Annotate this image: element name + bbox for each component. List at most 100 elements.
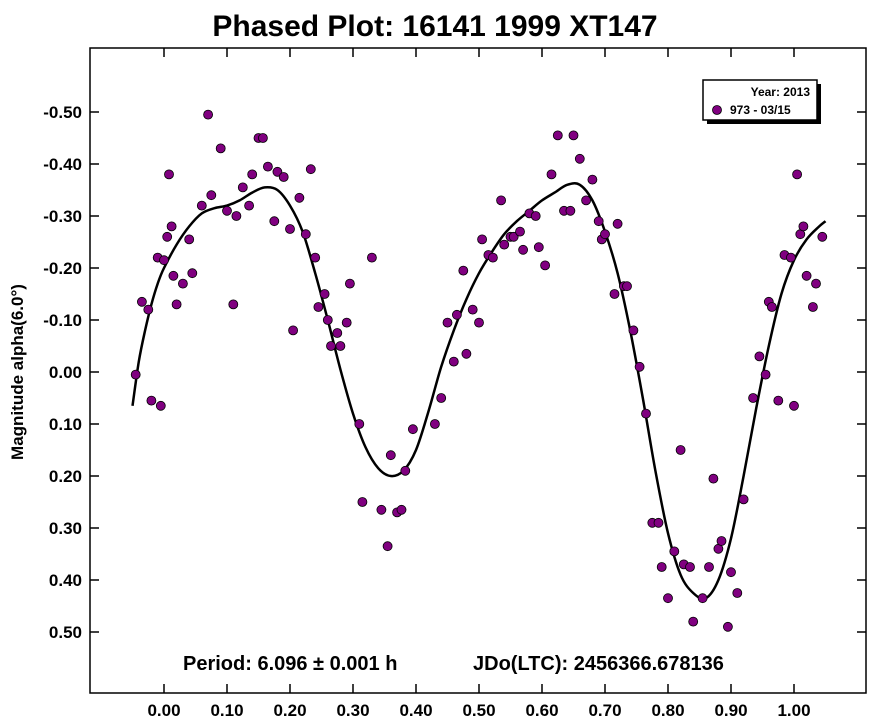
y-axis: -0.50 -0.40 -0.30 -0.20 -0.10 0.00 0.10 0.20 0.3…	[43, 103, 866, 642]
y-tick-label: 0.30	[49, 519, 82, 538]
data-point	[634, 361, 645, 372]
x-tick-label: 0.10	[210, 701, 243, 720]
data-point	[429, 419, 440, 429]
y-axis-label: Magnitude alpha(6.0°)	[8, 284, 27, 460]
data-point	[496, 195, 507, 206]
data-point	[530, 211, 541, 221]
x-tick-label: 0.50	[462, 701, 495, 720]
data-point	[622, 281, 632, 292]
data-point	[262, 161, 273, 172]
data-point	[811, 278, 821, 289]
data-point	[143, 304, 154, 315]
data-point	[798, 221, 809, 232]
plot-frame	[89, 47, 867, 694]
data-point	[272, 166, 283, 177]
data-point	[467, 304, 478, 315]
data-point	[171, 299, 182, 310]
data-point	[196, 200, 207, 211]
x-tick-label: 0.00	[147, 701, 180, 720]
data-point	[215, 143, 226, 154]
x-tick-label: 0.20	[273, 701, 306, 720]
data-point	[574, 153, 585, 164]
data-point	[130, 369, 141, 380]
data-point	[656, 562, 667, 572]
data-point	[732, 588, 743, 598]
data-point	[278, 172, 289, 182]
legend-entry-label: 973 - 03/15	[730, 103, 791, 117]
y-tick-label: -0.20	[43, 259, 82, 278]
data-point	[228, 299, 239, 310]
data-point	[382, 541, 393, 552]
data-point	[600, 229, 610, 240]
x-axis: 0.00 0.10 0.20 0.30 0.40 0.50 0.60 0.70 0.80 0.90…	[147, 48, 811, 720]
data-point	[540, 260, 550, 271]
data-point	[269, 216, 280, 227]
y-tick-label: -0.50	[43, 103, 82, 122]
data-point	[726, 567, 736, 578]
data-point	[474, 317, 484, 328]
data-point	[669, 546, 680, 557]
data-point	[237, 182, 248, 193]
data-point	[773, 395, 784, 406]
period-annotation: Period: 6.096 ± 0.001 h	[183, 653, 397, 675]
data-point	[136, 296, 147, 307]
data-point	[641, 408, 651, 419]
data-point	[187, 268, 198, 279]
data-point	[792, 169, 802, 180]
data-point	[552, 130, 563, 141]
data-point	[357, 497, 368, 507]
data-point	[533, 242, 544, 253]
data-point	[341, 317, 352, 328]
data-point	[300, 229, 311, 240]
legend-marker	[712, 105, 722, 115]
data-point	[565, 205, 576, 216]
data-point	[581, 195, 591, 206]
data-point	[407, 424, 418, 435]
data-point	[458, 265, 469, 276]
data-point	[436, 393, 447, 403]
data-point	[247, 169, 258, 180]
data-point	[738, 494, 749, 505]
legend: Year: 2013 973 - 03/15	[702, 79, 821, 124]
data-point	[366, 252, 377, 263]
data-point	[716, 536, 727, 546]
data-point	[222, 205, 232, 216]
data-point	[155, 400, 166, 411]
x-tick-label: 0.70	[588, 701, 621, 720]
y-tick-label: 0.00	[49, 363, 82, 382]
data-point	[231, 211, 242, 221]
y-tick-label: 0.50	[49, 623, 82, 642]
data-points	[130, 109, 828, 632]
data-point	[767, 302, 777, 312]
data-point	[146, 395, 157, 406]
x-tick-label: 0.90	[714, 701, 747, 720]
data-point	[704, 562, 714, 572]
y-tick-label: -0.30	[43, 207, 82, 226]
data-point	[477, 234, 488, 245]
data-point	[257, 133, 268, 143]
data-point	[754, 351, 765, 362]
data-point	[748, 393, 758, 403]
data-point	[400, 465, 411, 476]
y-tick-label: 0.10	[49, 415, 82, 434]
data-point	[313, 302, 324, 312]
data-point	[305, 164, 316, 175]
data-point	[499, 239, 510, 250]
data-point	[663, 593, 673, 604]
x-tick-label: 0.30	[336, 701, 369, 720]
data-point	[487, 252, 498, 263]
data-point	[697, 593, 708, 604]
data-point	[789, 400, 799, 411]
data-point	[442, 317, 453, 328]
data-point	[159, 255, 169, 266]
x-tick-label: 0.80	[651, 701, 684, 720]
data-point	[344, 278, 355, 289]
data-point	[203, 109, 214, 120]
data-point	[322, 315, 333, 325]
data-point	[685, 562, 695, 572]
data-point	[168, 270, 179, 281]
data-point	[461, 348, 472, 359]
data-point	[675, 445, 686, 455]
data-point	[326, 341, 336, 351]
data-point	[587, 174, 598, 185]
